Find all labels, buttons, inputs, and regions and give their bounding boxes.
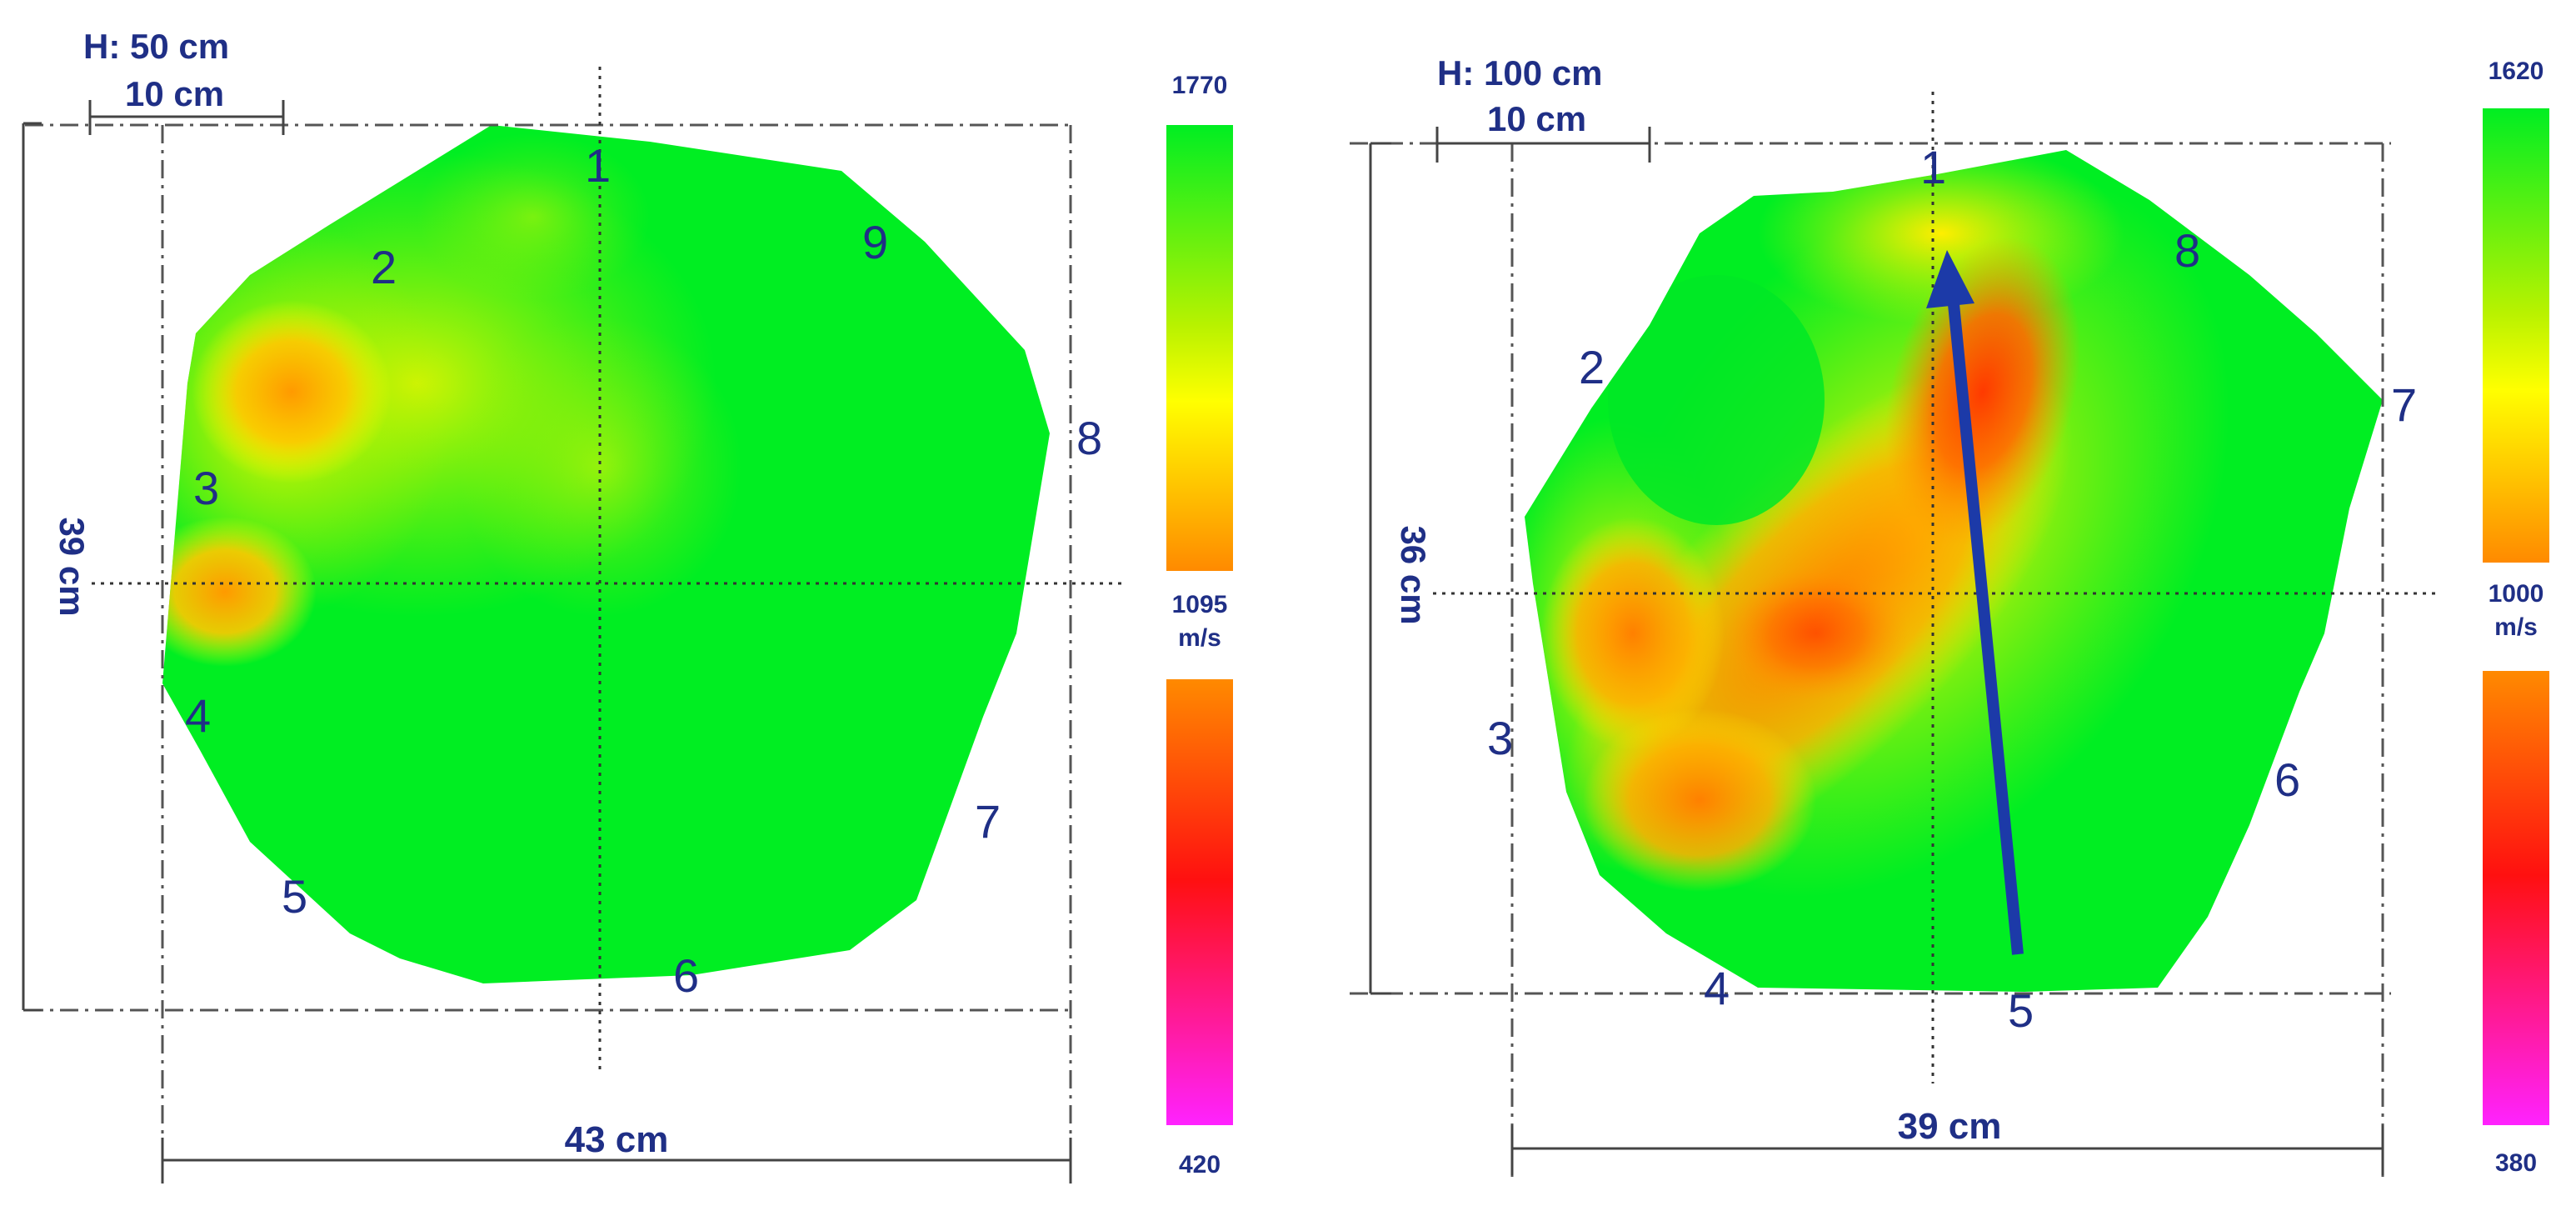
sensor-4: 4 — [1704, 962, 1730, 1014]
sensor-5: 5 — [282, 870, 307, 923]
sensor-1: 1 — [585, 139, 611, 192]
sensor-3: 3 — [193, 462, 219, 514]
sensor-8: 8 — [2174, 224, 2200, 277]
colorbar-max: 1770 — [1172, 72, 1228, 99]
vertical-dimension-label: 36 cm — [1394, 525, 1433, 624]
colorbar-unit: m/s — [1178, 624, 1221, 652]
colorbar-min: 380 — [2495, 1149, 2537, 1177]
colorbar-right: 1620 1000 m/s 380 — [2483, 58, 2549, 1177]
sensor-9: 9 — [862, 216, 888, 268]
sensor-2: 2 — [371, 241, 397, 293]
colorbar-unit: m/s — [2494, 613, 2538, 641]
sensor-4: 4 — [185, 689, 211, 742]
colorbar-mid: 1095 — [1172, 591, 1228, 618]
panel-right: H: 100 cm 10 cm 36 cm 39 cm 1 2 3 4 5 6 … — [1350, 53, 2549, 1183]
sensor-1: 1 — [1920, 141, 1946, 193]
sensor-7: 7 — [2391, 378, 2417, 431]
vertical-dimension-label: 39 cm — [52, 517, 92, 616]
colorbar-mid: 1000 — [2489, 580, 2544, 608]
height-label: H: 100 cm — [1437, 53, 1602, 93]
horizontal-dimension-label: 43 cm — [565, 1119, 669, 1160]
colorbar-min: 420 — [1179, 1151, 1221, 1178]
panel-left: H: 50 cm 10 cm 39 cm 43 cm 1 2 3 4 5 6 7… — [22, 27, 1233, 1183]
sensor-7: 7 — [975, 795, 1001, 848]
direction-arrow — [1926, 250, 2024, 955]
sensor-5: 5 — [2008, 984, 2034, 1037]
sensor-6: 6 — [2274, 753, 2300, 806]
velocity-map-right — [1525, 150, 2383, 992]
colorbar-max: 1620 — [2489, 58, 2544, 85]
colorbar-left: 1770 1095 m/s 420 — [1166, 72, 1233, 1178]
sensor-3: 3 — [1487, 712, 1513, 764]
scale-bar-label: 10 cm — [1487, 99, 1586, 138]
sensor-8: 8 — [1076, 412, 1102, 464]
velocity-map-left — [162, 125, 1050, 983]
horizontal-dimension-label: 39 cm — [1898, 1106, 2002, 1147]
sensor-2: 2 — [1579, 341, 1605, 393]
sensor-6: 6 — [673, 949, 699, 1002]
height-label: H: 50 cm — [83, 27, 229, 66]
scale-bar-label: 10 cm — [125, 74, 224, 113]
